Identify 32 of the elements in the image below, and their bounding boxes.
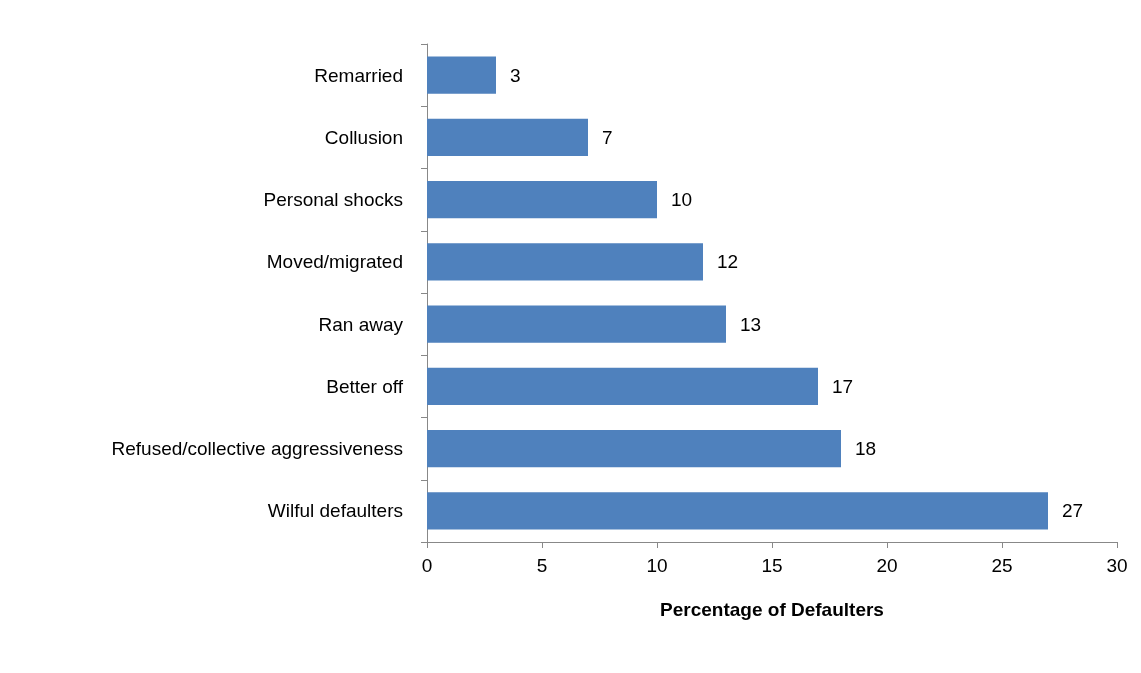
bar: [427, 118, 588, 157]
y-tick-label: Wilful defaulters: [267, 500, 403, 522]
x-tick-label: 15: [761, 555, 783, 576]
x-axis-title: Percentage of Defaulters: [660, 599, 884, 620]
x-tick-label: 20: [876, 555, 898, 576]
data-label: 27: [1062, 500, 1084, 522]
data-label: 18: [855, 438, 877, 460]
y-tick-label: Collusion: [324, 126, 403, 148]
data-label: 7: [602, 126, 613, 148]
x-tick-label: 10: [646, 555, 668, 576]
y-tick-label: Remarried: [314, 64, 403, 86]
bar: [427, 492, 1048, 530]
y-tick-label: Ran away: [318, 313, 404, 335]
x-tick-label: 25: [991, 555, 1013, 576]
data-label: 12: [717, 251, 739, 273]
y-tick-label: Personal shocks: [263, 189, 403, 211]
bar: [427, 367, 818, 406]
bar: [427, 180, 657, 219]
bar: [427, 56, 496, 94]
y-tick-label: Refused/collective aggressiveness: [111, 438, 403, 460]
x-tick-label: 5: [536, 555, 548, 576]
x-tick-label: 30: [1106, 555, 1128, 576]
y-tick-label: Better off: [326, 375, 404, 397]
data-label: 3: [510, 64, 521, 86]
data-label: 17: [832, 375, 854, 397]
bar: [427, 243, 703, 281]
x-tick-label: 0: [421, 555, 433, 576]
bar: [427, 429, 841, 468]
data-label: 10: [671, 189, 693, 211]
data-label: 13: [740, 313, 762, 335]
y-tick-label: Moved/migrated: [266, 251, 403, 273]
bar: [427, 305, 726, 343]
